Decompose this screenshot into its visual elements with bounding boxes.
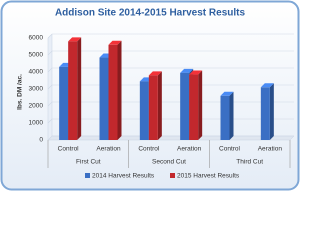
legend-label: 2014 Harvest Results — [92, 173, 155, 180]
group-label: Third Cut — [236, 159, 263, 166]
bar — [59, 66, 69, 140]
grid-line — [47, 33, 294, 39]
floor — [47, 135, 295, 141]
bar-side — [117, 40, 122, 140]
bar — [139, 81, 149, 140]
bar — [180, 72, 190, 140]
bar — [108, 44, 118, 140]
bar — [68, 41, 78, 140]
x-tick-label: Control — [138, 146, 160, 153]
y-tick-label: 0 — [39, 137, 43, 144]
bar — [260, 87, 270, 140]
bar — [99, 57, 109, 140]
y-tick-label: 4000 — [29, 69, 44, 76]
bar-top — [220, 91, 234, 96]
bar-top — [260, 83, 274, 88]
legend-swatch — [170, 173, 175, 178]
y-axis-label: lbs. DM /ac. — [17, 74, 24, 110]
bar — [220, 95, 230, 140]
bar-side — [157, 71, 162, 140]
chart-title: Addison Site 2014-2015 Harvest Results — [55, 8, 246, 19]
group-label: Second Cut — [152, 159, 186, 166]
legend-label: 2015 Harvest Results — [177, 173, 240, 180]
x-tick-label: Aeration — [177, 146, 202, 153]
grid-line — [47, 118, 294, 124]
grid-line — [47, 101, 294, 107]
x-tick-label: Aeration — [96, 146, 121, 153]
bar-side — [198, 70, 203, 140]
y-tick-label: 5000 — [29, 52, 44, 59]
chart: Addison Site 2014-2015 Harvest Results l… — [0, 0, 300, 191]
bar — [189, 74, 199, 140]
y-tick-label: 3000 — [29, 86, 44, 93]
bar-side — [77, 37, 82, 140]
grid-line — [47, 67, 294, 73]
bar-top — [189, 70, 203, 75]
page: {"chart_data": {"type": "bar", "title": … — [0, 0, 300, 191]
group-label: First Cut — [76, 159, 101, 166]
grid-line — [47, 50, 294, 56]
x-tick-label: Control — [58, 146, 80, 153]
x-tick-label: Control — [219, 146, 241, 153]
bar-top — [148, 71, 162, 76]
bar-side — [269, 83, 274, 140]
bar-top — [108, 40, 122, 45]
y-tick-label: 1000 — [29, 120, 44, 127]
bar-top — [68, 37, 82, 42]
y-tick-label: 2000 — [29, 103, 44, 110]
legend-swatch — [85, 173, 90, 178]
bar — [148, 75, 158, 140]
bar-side — [229, 91, 234, 140]
grid-line — [47, 135, 294, 141]
bar-top — [180, 68, 194, 73]
x-tick-label: Aeration — [258, 146, 283, 153]
grid-line — [47, 84, 294, 90]
y-tick-label: 6000 — [29, 35, 44, 42]
